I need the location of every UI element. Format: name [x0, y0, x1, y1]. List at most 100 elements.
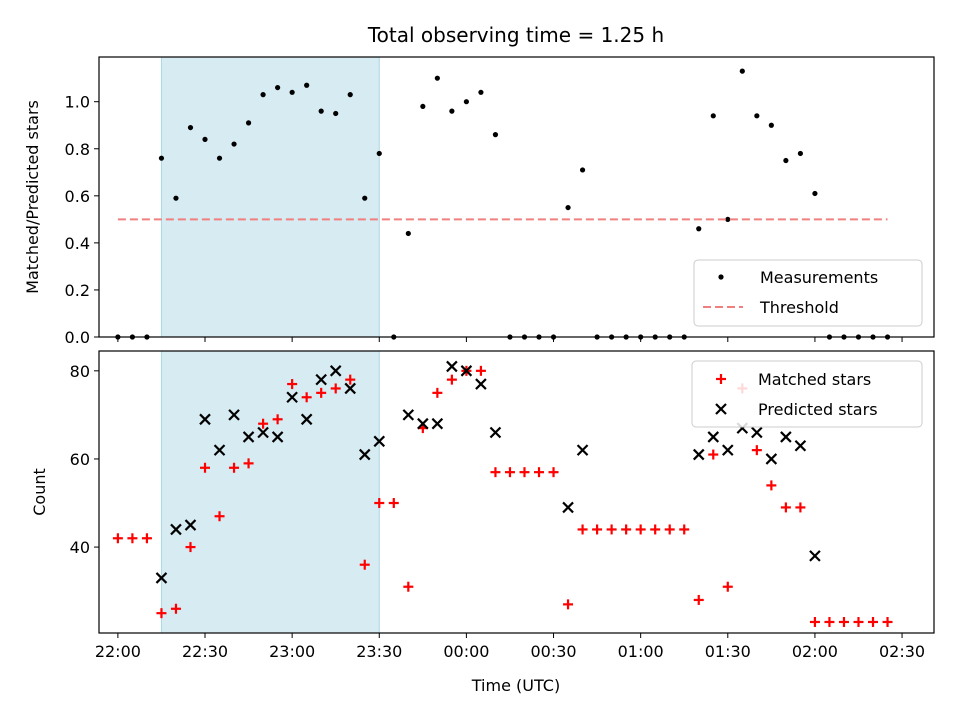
measurement-point	[463, 99, 469, 105]
matched-point	[301, 392, 312, 403]
x-axis-label: Time (UTC)	[471, 676, 560, 695]
matched-point	[679, 524, 690, 535]
matched-point	[403, 581, 414, 592]
predicted-point	[358, 448, 371, 461]
count-legend: Matched stars Predicted stars	[691, 360, 923, 428]
matched-point	[388, 498, 399, 509]
x-tick-label: 23:30	[356, 642, 402, 661]
y-tick-label: 0.0	[65, 328, 90, 347]
measurement-point	[333, 110, 339, 117]
measurement-point	[783, 157, 789, 164]
matched-point	[766, 480, 777, 491]
measurement-point	[797, 150, 804, 157]
matched-point	[519, 467, 530, 478]
matched-point	[751, 445, 762, 456]
matched-point	[258, 418, 269, 429]
matched-point	[780, 502, 791, 513]
matched-point	[722, 581, 733, 592]
matched-point	[693, 594, 704, 605]
matched-point	[156, 608, 167, 619]
measurement-point	[768, 122, 774, 128]
predicted-legend-label: Predicted stars	[758, 400, 878, 419]
x-tick-label: 00:00	[443, 642, 489, 661]
matched-point	[330, 383, 341, 394]
ratio-y-axis-label: Matched/Predicted stars	[23, 100, 42, 294]
measurement-point	[318, 108, 324, 114]
measurement-point	[187, 124, 194, 131]
predicted-point	[242, 431, 255, 443]
x-tick-label: 22:30	[182, 642, 228, 661]
predicted-point	[344, 382, 357, 395]
predicted-point	[765, 453, 778, 465]
predicted-point	[794, 439, 807, 452]
predicted-point	[707, 431, 720, 443]
series-matched-stars	[112, 365, 893, 627]
y-tick-label: 0.2	[65, 281, 90, 300]
predicted-point	[373, 435, 386, 448]
measurement-point	[696, 226, 702, 232]
predicted-point	[315, 373, 327, 386]
matched-point	[446, 374, 457, 385]
predicted-point	[751, 426, 763, 439]
x-tick-label: 01:00	[618, 642, 664, 661]
predicted-point	[489, 426, 502, 439]
measurement-point	[710, 113, 716, 119]
predicted-point	[431, 417, 444, 430]
x-tick-label: 02:00	[792, 642, 838, 661]
matched-point	[170, 603, 181, 614]
measurement-point	[231, 141, 237, 147]
matched-point	[112, 533, 123, 544]
matched-point	[534, 467, 545, 478]
measurement-point	[478, 89, 484, 95]
predicted-point	[199, 413, 211, 426]
matched-point	[577, 524, 588, 535]
matched-point	[635, 524, 646, 535]
predicted-point	[300, 413, 313, 426]
matched-point	[795, 502, 806, 513]
matched-point	[868, 616, 879, 627]
measurements-legend-label: Measurements	[760, 268, 878, 287]
measurement-point	[275, 84, 281, 91]
measurement-point	[725, 216, 731, 222]
matched-point	[272, 414, 283, 425]
matched-point	[708, 449, 719, 460]
measurement-point	[434, 75, 440, 81]
predicted-point	[692, 448, 705, 461]
matched-point	[345, 374, 356, 385]
matched-point	[214, 511, 225, 522]
matched-point	[548, 467, 559, 478]
matched-point	[127, 533, 138, 544]
predicted-point	[184, 519, 197, 531]
matched-point	[243, 458, 254, 469]
matched-point	[606, 524, 617, 535]
matched-point	[650, 524, 661, 535]
predicted-point	[170, 523, 182, 536]
x-tick-label: 02:30	[879, 642, 925, 661]
chart-title: Total observing time = 1.25 h	[367, 23, 664, 47]
measurement-point	[173, 195, 179, 201]
measurement-point	[812, 190, 818, 197]
ratio-panel: 0.0 0.2 0.4 0.6 0.8 1.0 Matched/Predicted sta…	[23, 56, 935, 347]
measurement-point	[158, 155, 165, 161]
matched-point	[359, 559, 370, 570]
predicted-point	[562, 501, 574, 514]
predicted-point	[446, 360, 458, 373]
matched-point	[141, 533, 152, 544]
predicted-point	[722, 444, 734, 456]
matched-point	[490, 467, 501, 478]
highlight-span-top	[160, 56, 380, 338]
count-legend-box	[691, 360, 923, 428]
x-tick-label: 01:30	[705, 642, 751, 661]
matched-point	[432, 387, 443, 398]
matched-legend-label: Matched stars	[758, 370, 871, 389]
predicted-point	[329, 365, 342, 377]
measurement-point	[754, 113, 760, 119]
y-tick-label: 0.8	[65, 140, 90, 159]
measurement-point	[216, 155, 223, 161]
matched-point	[229, 462, 240, 473]
count-panel: 40 60 80 22:00 22:30 23:00 23:30 00:00 00:30 01:0…	[30, 350, 935, 661]
measurement-point	[492, 132, 499, 138]
threshold-legend-label: Threshold	[759, 298, 839, 317]
y-tick-label: 40	[70, 538, 90, 557]
matched-point	[374, 498, 385, 509]
